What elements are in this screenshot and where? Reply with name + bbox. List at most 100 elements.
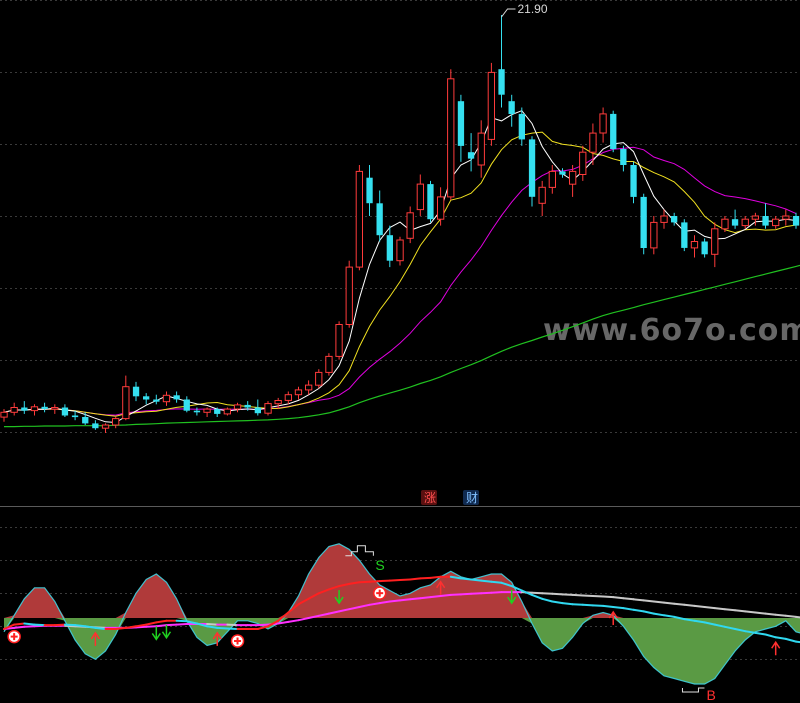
candle	[569, 165, 577, 197]
candle-body-up	[782, 215, 790, 220]
candle	[10, 402, 18, 416]
candle	[335, 321, 343, 360]
fast-line-segment	[744, 630, 757, 634]
candlestick-series	[0, 15, 800, 433]
sell-step-marks	[345, 545, 374, 557]
fast-line-segment	[734, 628, 747, 633]
candle	[112, 417, 120, 429]
fast-line-segment	[23, 622, 36, 626]
candle-body-down	[498, 69, 505, 95]
candle-body-up	[355, 170, 364, 268]
fast-line-segment	[195, 622, 209, 628]
fast-line-segment	[175, 619, 188, 623]
slow-line-segment	[663, 601, 676, 605]
up-arrow-signal	[90, 631, 101, 646]
fast-line-segment	[327, 585, 341, 591]
candle	[21, 401, 28, 414]
buy-letter: B	[707, 687, 716, 703]
fast-line-segment	[185, 620, 198, 625]
tag-cai: 财	[466, 491, 478, 505]
candle	[610, 110, 617, 153]
candle	[630, 161, 637, 204]
candle	[132, 381, 140, 402]
tag-cai-bg	[463, 490, 479, 505]
slow-line-segment	[602, 595, 615, 599]
slow-line-segment	[409, 597, 422, 601]
slow-line-segment	[13, 625, 26, 629]
candle-body-up	[447, 78, 455, 198]
candle	[214, 407, 221, 417]
candle	[51, 404, 59, 414]
candle-body-up	[416, 183, 425, 211]
candle	[416, 174, 425, 216]
fast-line-segment	[764, 633, 777, 639]
fast-line-segment	[409, 577, 422, 581]
fast-line-segment	[145, 621, 158, 626]
candle	[640, 193, 647, 255]
fast-line-segment	[713, 623, 726, 628]
up-arrow-head	[771, 640, 781, 649]
candle-body-up	[751, 215, 760, 220]
candle	[671, 212, 678, 226]
candle	[325, 353, 333, 376]
candle-body-down	[173, 395, 180, 400]
candle-body-up	[325, 355, 333, 373]
candle	[620, 145, 627, 172]
candle-body-up	[660, 215, 668, 223]
candle	[345, 260, 353, 328]
fast-line-segment	[622, 607, 635, 611]
candle-body-up	[51, 407, 59, 410]
candle	[518, 107, 525, 146]
candle-body-up	[437, 196, 445, 220]
candle	[711, 222, 719, 268]
candle	[437, 187, 445, 226]
candle-body-up	[10, 407, 18, 413]
candle-body-up	[548, 170, 557, 188]
slow-line-segment	[652, 600, 665, 604]
candle-body-down	[376, 203, 383, 236]
candle-body-down	[193, 410, 201, 413]
fast-line-segment	[206, 625, 219, 629]
candle-body-down	[671, 216, 678, 223]
fast-line-segment	[571, 603, 584, 606]
trade-letters: S B	[345, 545, 716, 703]
candle	[294, 386, 303, 400]
slow-line-segment	[480, 591, 493, 595]
fast-line-segment	[317, 588, 330, 595]
candle	[396, 236, 404, 266]
slow-line-segment	[541, 592, 554, 595]
fast-line-segment	[581, 603, 594, 607]
plus-circle-signal	[230, 634, 245, 648]
candle-body-down	[183, 399, 190, 411]
down-arrow-head	[161, 631, 172, 640]
candle-body-up	[223, 408, 231, 415]
plus-circle-signal	[372, 586, 387, 600]
candle	[559, 168, 566, 178]
fast-line-segment	[602, 604, 615, 608]
candle-body-up	[274, 400, 282, 405]
slow-line-segment	[277, 620, 290, 625]
fast-line-segment	[459, 577, 473, 581]
tag-zhang-bg	[421, 490, 437, 505]
slow-line-segment	[571, 593, 584, 597]
candle	[305, 380, 313, 395]
candle-body-down	[214, 409, 221, 414]
slow-line-segment	[632, 598, 645, 602]
candle-body-down	[41, 406, 48, 409]
candle-body-down	[701, 241, 708, 255]
fast-line-segment	[429, 575, 442, 579]
fast-line-segment	[632, 608, 645, 613]
candle-body-up	[203, 408, 211, 413]
candle-body-down	[518, 113, 525, 140]
candle	[467, 133, 475, 172]
up-arrow-head	[608, 610, 618, 619]
candle-body-down	[82, 417, 89, 424]
candle-body-up	[538, 186, 546, 204]
candle	[376, 190, 383, 242]
down-arrow-signal	[151, 626, 161, 641]
oscillator-negative-area	[4, 618, 800, 684]
candle	[721, 216, 729, 232]
fast-line-segment	[287, 603, 300, 614]
fast-line-segment	[510, 585, 523, 592]
slow-line-segment	[287, 619, 300, 623]
